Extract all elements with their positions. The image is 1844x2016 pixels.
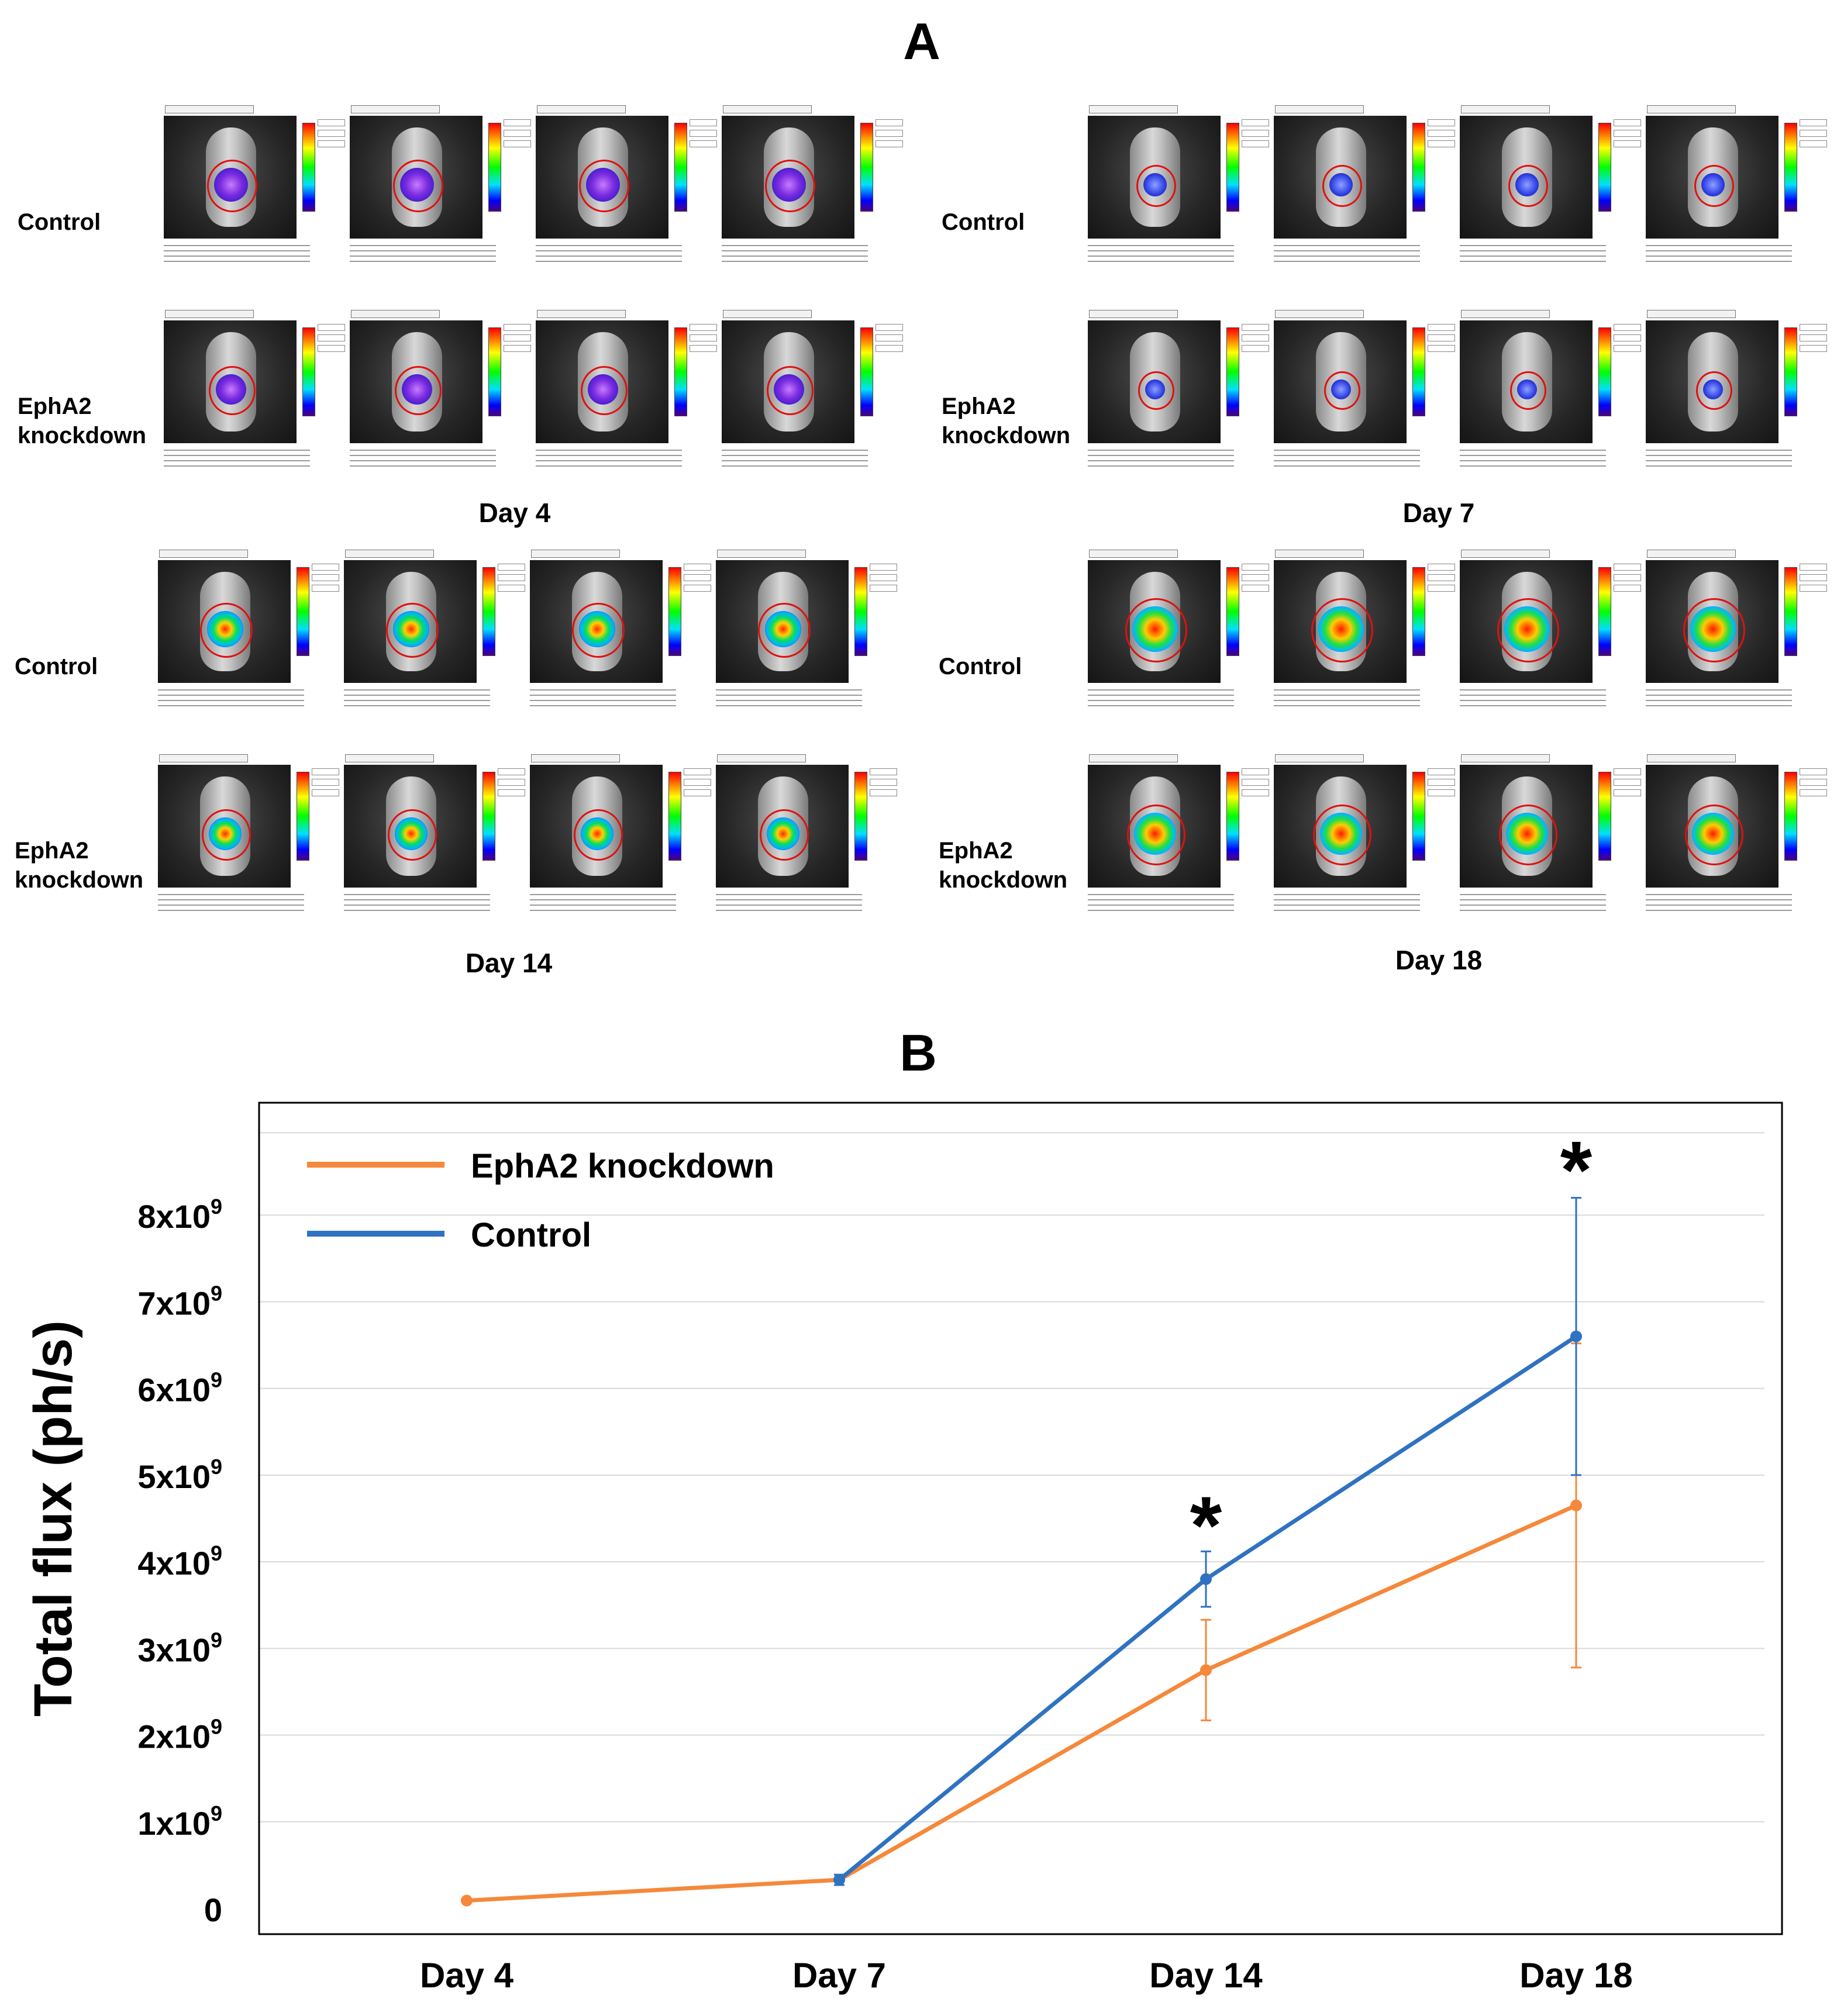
x-tick-label: Day 18 <box>1519 1956 1632 1995</box>
y-tick-exponent: 9 <box>211 1801 222 1825</box>
y-tick-exponent: 9 <box>211 1195 222 1218</box>
bioluminescence-image <box>722 310 903 468</box>
bioluminescence-image <box>716 754 897 912</box>
bioluminescence-image <box>1646 105 1827 263</box>
legend-label: EphA2 knockdown <box>471 1147 774 1185</box>
y-tick-exponent: 9 <box>211 1281 222 1305</box>
bioluminescence-image <box>350 105 531 263</box>
data-point <box>1570 1499 1582 1511</box>
bioluminescence-image <box>1460 754 1641 912</box>
y-tick-label: 2x109 <box>137 1715 222 1755</box>
bioluminescence-image <box>1274 550 1455 707</box>
day-label: Day 18 <box>1395 945 1483 975</box>
bioluminescence-image <box>530 550 711 707</box>
y-tick-label: 5x109 <box>137 1455 222 1495</box>
line-chart: 0 1x109 2x109 3x109 4x109 5x109 6x109 7x109 8x10… <box>0 1070 1844 2013</box>
y-tick-exponent: 9 <box>211 1541 222 1565</box>
y-tick-exponent: 9 <box>211 1715 222 1739</box>
y-tick-label: 8x109 <box>137 1195 222 1235</box>
bioluminescence-image <box>1088 550 1269 707</box>
bioluminescence-image <box>344 754 525 912</box>
bioluminescence-image <box>350 310 531 468</box>
panel-b-letter: B <box>899 1024 937 1082</box>
bioluminescence-image <box>536 105 717 263</box>
bioluminescence-image <box>536 310 717 468</box>
panel-a-letter: A <box>903 12 940 70</box>
day-label: Day 4 <box>478 498 551 528</box>
data-point <box>1200 1573 1212 1585</box>
bioluminescence-image <box>158 550 339 707</box>
bioluminescence-image <box>1460 550 1641 707</box>
y-tick-exponent: 9 <box>211 1628 222 1652</box>
knockdown-group-label: EphA2 knockdown <box>942 393 1071 448</box>
control-group-label: Control <box>939 654 1022 679</box>
y-tick-exponent: 9 <box>211 1455 222 1479</box>
day-label: Day 14 <box>465 948 553 978</box>
bioluminescence-image <box>164 310 345 468</box>
series-line <box>837 1334 1577 1882</box>
bioluminescence-image <box>1088 105 1269 263</box>
y-tick-label: 1x109 <box>137 1801 222 1842</box>
bioluminescence-image <box>1088 310 1269 468</box>
y-tick-label: 3x109 <box>137 1628 222 1668</box>
bioluminescence-image <box>344 550 525 707</box>
bioluminescence-image <box>164 105 345 263</box>
bioluminescence-image <box>1274 754 1455 912</box>
bioluminescence-image <box>158 754 339 912</box>
knockdown-group-label: EphA2 knockdown <box>15 838 144 893</box>
bioluminescence-image <box>1274 105 1455 263</box>
bioluminescence-image <box>1460 310 1641 468</box>
legend-label: Control <box>471 1216 591 1254</box>
series-line <box>466 1503 1577 1903</box>
x-tick-label: Day 7 <box>792 1956 886 1995</box>
x-tick-label: Day 14 <box>1149 1956 1263 1995</box>
significance-star: * <box>1560 1124 1593 1216</box>
y-tick-label: 0 <box>204 1891 222 1928</box>
bioluminescence-image <box>1646 550 1827 707</box>
y-axis-label: Total flux (ph/s) <box>23 1320 83 1717</box>
data-point <box>1570 1330 1582 1342</box>
chart-svg: 0 1x109 2x109 3x109 4x109 5x109 6x109 7x109 8x10… <box>23 1102 1783 1995</box>
control-group-label: Control <box>942 209 1025 235</box>
bioluminescence-image <box>722 105 903 263</box>
bioluminescence-image <box>1274 310 1455 468</box>
bioluminescence-image <box>1646 754 1827 912</box>
bioluminescence-image <box>1460 105 1641 263</box>
knockdown-group-label: EphA2 knockdown <box>939 838 1068 893</box>
data-point <box>833 1874 845 1886</box>
bioluminescence-image <box>1088 754 1269 912</box>
control-group-label: Control <box>15 654 98 679</box>
y-tick-label: 6x109 <box>137 1368 222 1409</box>
significance-star: * <box>1190 1479 1222 1571</box>
y-tick-exponent: 9 <box>211 1368 222 1392</box>
data-point <box>1200 1664 1212 1676</box>
x-tick-label: Day 4 <box>420 1956 514 1995</box>
bioluminescence-image <box>530 754 711 912</box>
bioluminescence-image <box>1646 310 1827 468</box>
knockdown-group-label: EphA2 knockdown <box>18 393 147 448</box>
day-label: Day 7 <box>1402 498 1475 528</box>
plot-frame <box>258 1102 1783 1935</box>
control-group-label: Control <box>18 209 101 235</box>
bioluminescence-image <box>716 550 897 707</box>
y-tick-label: 4x109 <box>137 1541 222 1582</box>
y-tick-label: 7x109 <box>137 1281 222 1321</box>
data-point <box>461 1894 473 1907</box>
